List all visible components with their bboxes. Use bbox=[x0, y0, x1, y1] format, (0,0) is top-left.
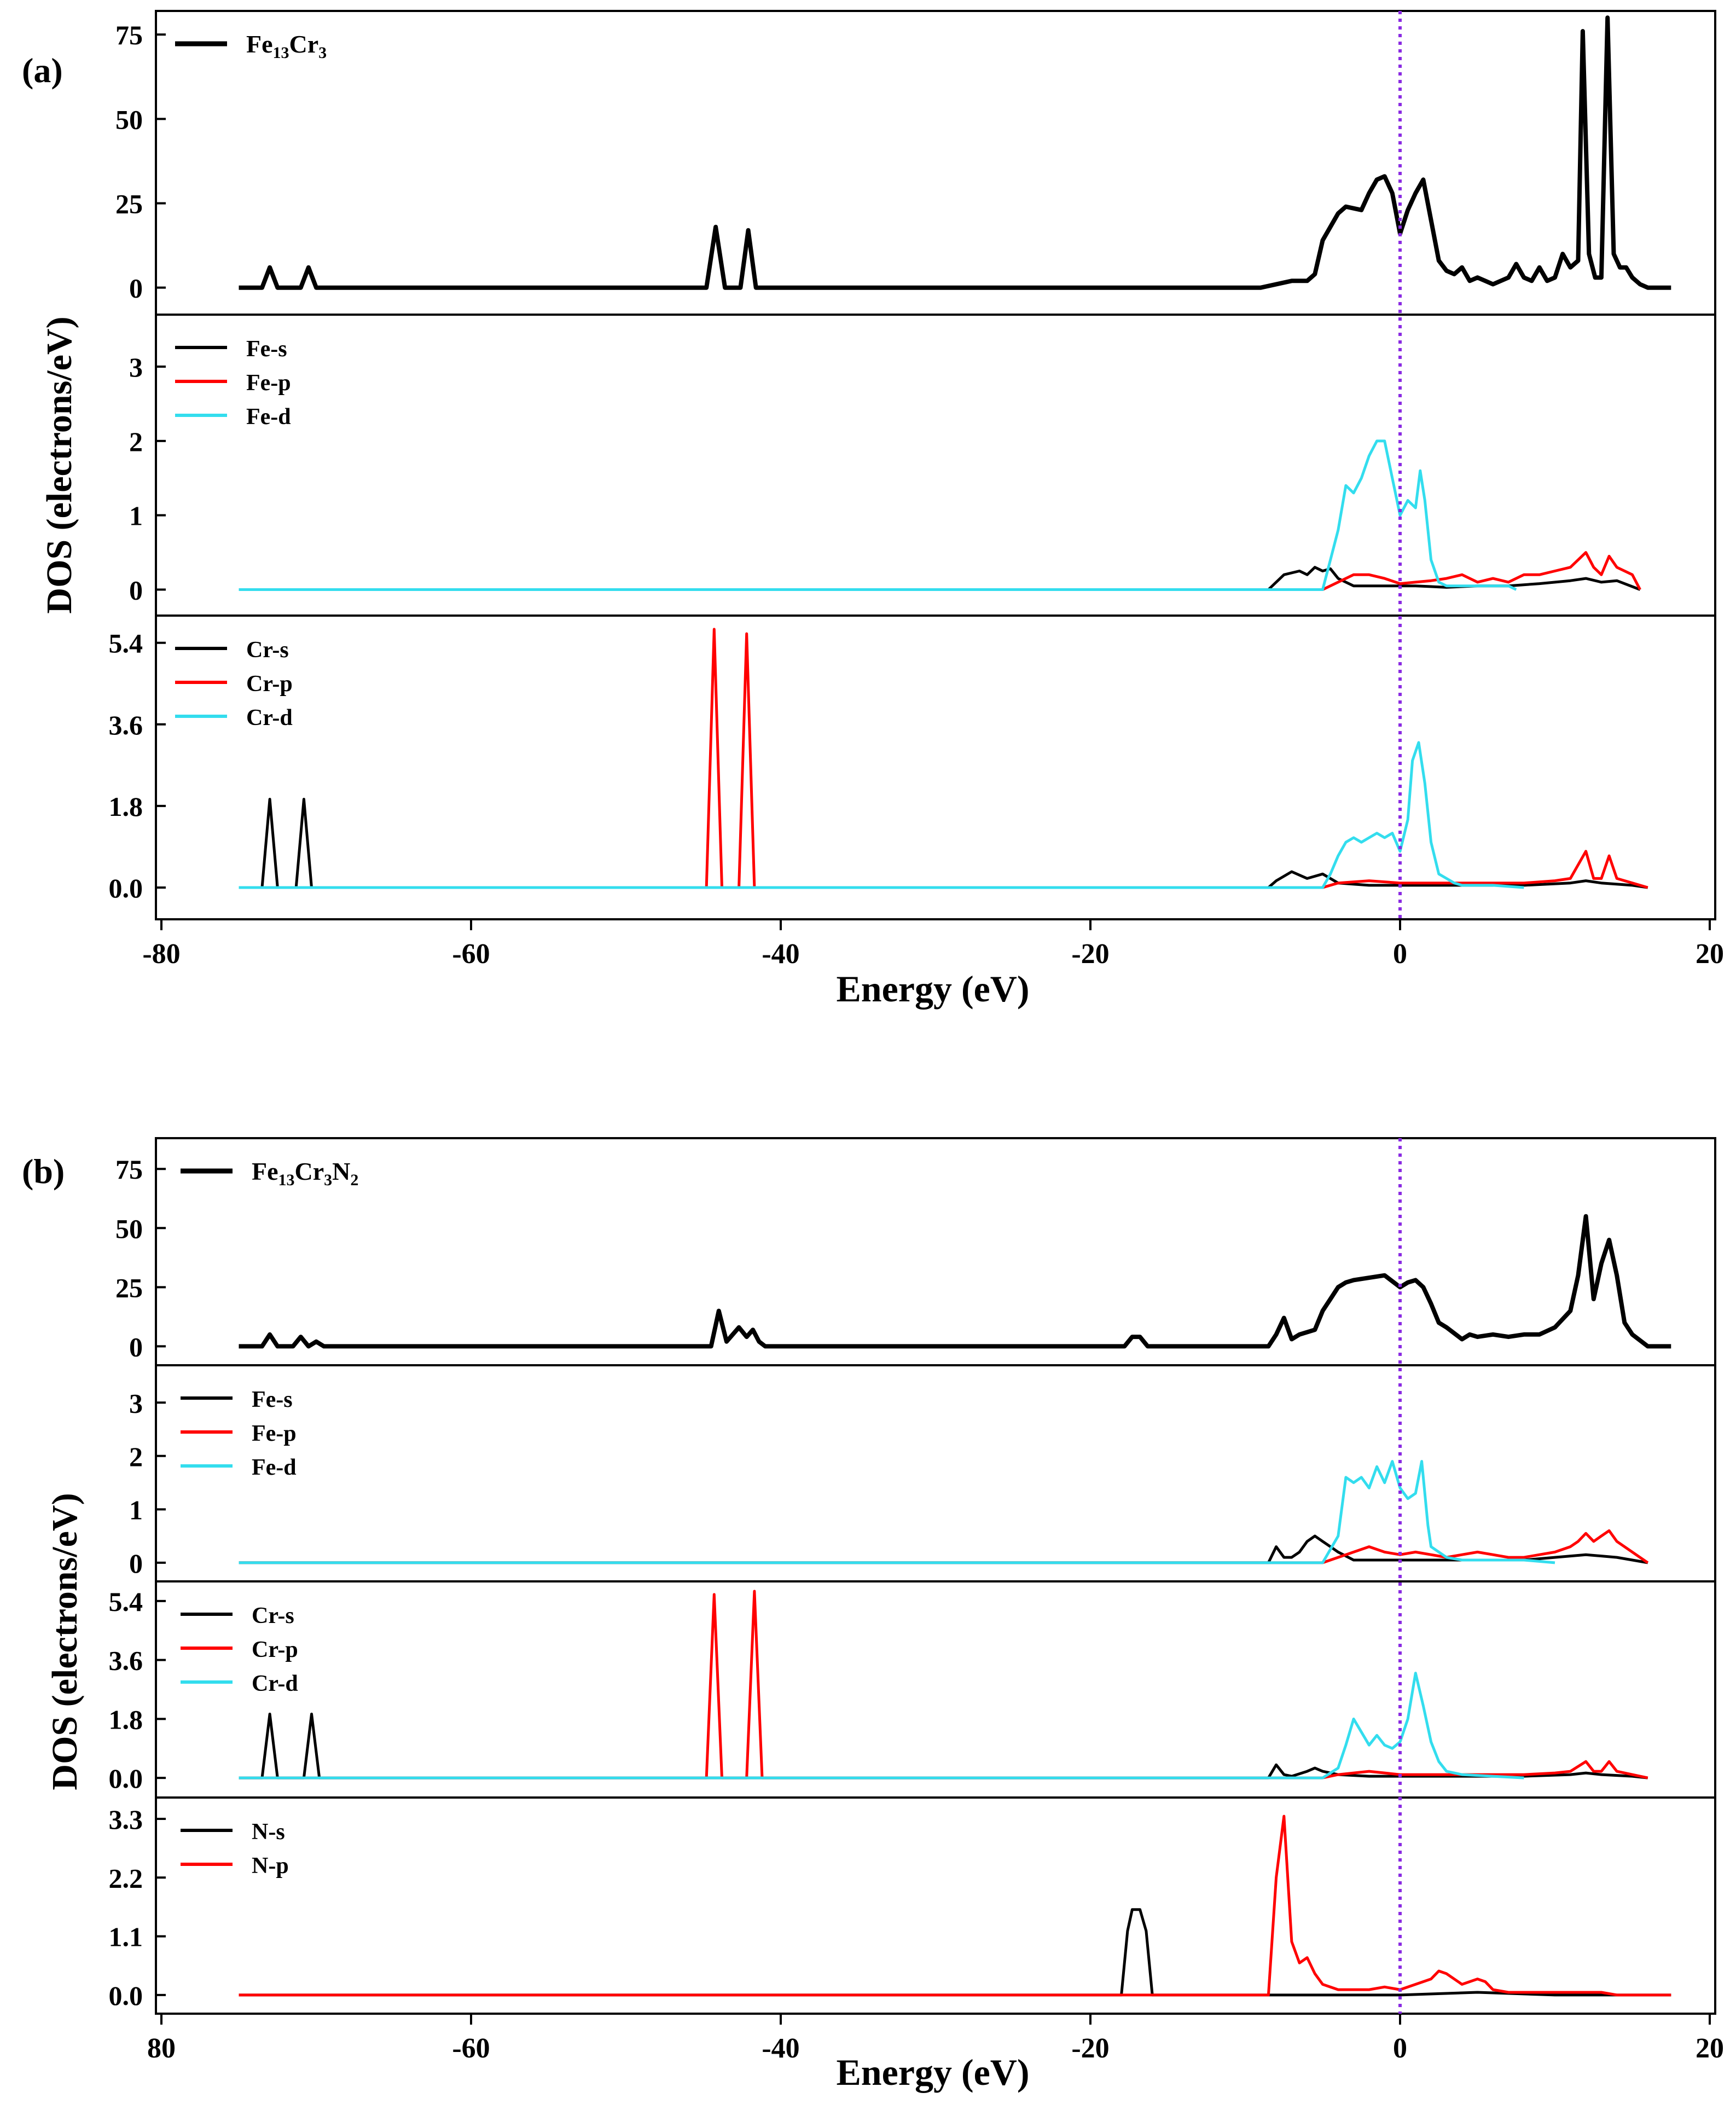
subplot-a-cr: 0.0 1.8 3.6 5.4 Cr-s Cr-p Cr-d bbox=[109, 614, 1716, 920]
legend-label: Cr-d bbox=[246, 705, 293, 731]
series-line-Fe-d bbox=[239, 1460, 1555, 1564]
panel-a-ylabel: DOS (electrons/eV) bbox=[39, 316, 79, 613]
x-tick-label: -40 bbox=[762, 938, 799, 970]
y-tick-label: 0 bbox=[129, 575, 143, 605]
y-tick-label: 1 bbox=[129, 1494, 143, 1525]
y-tick-label: 50 bbox=[115, 1213, 143, 1244]
y-tick-label: 5.4 bbox=[109, 628, 143, 659]
x-tick-label: -60 bbox=[452, 2033, 490, 2064]
legend-label: Fe13​Cr3​ bbox=[246, 30, 327, 62]
y-tick-label: 2 bbox=[129, 1441, 143, 1472]
y-tick-label: 0 bbox=[129, 1548, 143, 1579]
series-line-Fe-p bbox=[239, 1529, 1649, 1564]
x-tick-label: -20 bbox=[1071, 938, 1109, 970]
x-tick-label: 0 bbox=[1393, 938, 1407, 970]
y-tick-label: 0.0 bbox=[109, 1763, 143, 1794]
series-line-Fe-d bbox=[239, 439, 1517, 591]
legend-label: Cr-s bbox=[252, 1603, 294, 1628]
legend-label: Cr-p bbox=[246, 671, 293, 697]
y-tick-label: 0.0 bbox=[109, 1980, 143, 2011]
legend-label: Cr-s bbox=[246, 637, 289, 663]
panel-a-xlabel: Energy (eV) bbox=[836, 968, 1029, 1010]
legend-label: Fe-p bbox=[246, 370, 291, 396]
subplot-b-n: 0.0 1.1 2.2 3.3 N-s N-p bbox=[109, 1796, 1716, 2015]
legend-label: Fe-d bbox=[252, 1455, 297, 1480]
legend-label: Fe13​Cr3​N2​ bbox=[252, 1157, 358, 1189]
y-tick-label: 2 bbox=[129, 426, 143, 457]
panel-b-ylabel: DOS (electrons/eV) bbox=[45, 1493, 85, 1790]
series-line-N-p bbox=[239, 1814, 1671, 1997]
y-tick-label: 75 bbox=[115, 20, 143, 50]
panel-a-label: (a) bbox=[22, 51, 63, 90]
y-tick-label: 0.0 bbox=[109, 873, 143, 903]
legend-label: Fe-p bbox=[252, 1421, 297, 1446]
series-line-Cr-d bbox=[239, 741, 1524, 889]
series-line-Fe-p bbox=[239, 551, 1641, 591]
legend-label: Cr-p bbox=[252, 1637, 298, 1662]
x-tick-label: -20 bbox=[1071, 2033, 1109, 2064]
legend-label: N-s bbox=[252, 1819, 285, 1845]
x-tick-label: -80 bbox=[142, 938, 180, 970]
series-line-Fe13Cr3 bbox=[239, 15, 1671, 290]
y-tick-label: 3 bbox=[129, 1388, 143, 1418]
subplot-frame bbox=[155, 1796, 1716, 2015]
panel-b-label: (b) bbox=[22, 1152, 65, 1191]
legend-label: Fe-d bbox=[246, 404, 291, 430]
legend-label: Cr-d bbox=[252, 1671, 298, 1696]
y-tick-label: 1.8 bbox=[109, 1704, 143, 1735]
x-tick-label: -40 bbox=[762, 2033, 799, 2064]
series-line-Fe-s bbox=[239, 566, 1641, 591]
x-tick-label: -60 bbox=[452, 938, 490, 970]
subplot-b-fe: 0 1 2 3 Fe-s Fe-p Fe-d bbox=[129, 1364, 1716, 1582]
series-line-N-s bbox=[239, 1908, 1671, 1997]
series-line-Cr-d bbox=[239, 1672, 1524, 1779]
y-tick-label: 50 bbox=[115, 104, 143, 135]
y-tick-label: 1 bbox=[129, 501, 143, 531]
y-tick-label: 1.1 bbox=[109, 1922, 143, 1952]
legend-label: N-p bbox=[252, 1853, 289, 1879]
y-tick-label: 25 bbox=[115, 189, 143, 219]
subplot-a-fe: 0 1 2 3 Fe-s Fe-p Fe-d bbox=[129, 314, 1716, 617]
legend-label: Fe-s bbox=[252, 1387, 293, 1412]
y-tick-label: 75 bbox=[115, 1154, 143, 1185]
panel-a-plot: 0 25 50 75 Fe13​Cr3​ 0 1 2 3 Fe-s Fe-p Fe-d 0.0 1.8 3.… bbox=[109, 10, 1724, 970]
y-tick-label: 3.3 bbox=[109, 1804, 143, 1835]
y-tick-label: 3.6 bbox=[109, 710, 143, 740]
panel-b-plot: 0 25 50 75 Fe13​Cr3​N2​ 0 1 2 3 Fe-s Fe-p Fe-d 0.0 1.… bbox=[109, 1137, 1724, 2064]
x-tick-label: 20 bbox=[1696, 938, 1724, 970]
series-line-Fe13Cr3N2 bbox=[239, 1214, 1671, 1349]
panel-b-xlabel: Energy (eV) bbox=[836, 2051, 1029, 2093]
x-tick-label: 0 bbox=[1393, 2033, 1407, 2064]
y-tick-label: 3.6 bbox=[109, 1645, 143, 1676]
y-tick-label: 25 bbox=[115, 1272, 143, 1303]
panel-b: (b) DOS (electrons/eV) Energy (eV) 0 25 50… bbox=[22, 1137, 1724, 2093]
y-tick-label: 3 bbox=[129, 352, 143, 382]
x-tick-label: 20 bbox=[1696, 2033, 1724, 2064]
y-tick-label: 5.4 bbox=[109, 1586, 143, 1617]
legend-label: Fe-s bbox=[246, 337, 287, 362]
panel-a: (a) DOS (electrons/eV) Energy (eV) 0 25 50… bbox=[22, 10, 1724, 1010]
x-tick-label: 80 bbox=[147, 2033, 176, 2064]
y-tick-label: 0 bbox=[129, 1331, 143, 1362]
y-tick-label: 1.8 bbox=[109, 791, 143, 822]
subplot-frame bbox=[155, 614, 1716, 920]
y-tick-label: 2.2 bbox=[109, 1863, 143, 1893]
y-tick-label: 0 bbox=[129, 273, 143, 304]
